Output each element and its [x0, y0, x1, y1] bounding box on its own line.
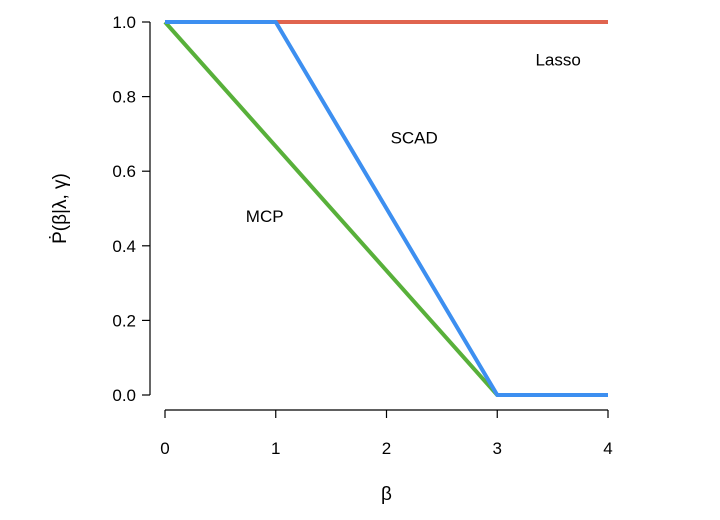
mcp-label: MCP: [246, 207, 284, 226]
y-tick-label: 0.0: [112, 386, 136, 405]
x-tick-label: 2: [382, 439, 391, 458]
y-tick-label: 1.0: [112, 13, 136, 32]
x-axis-title: β: [381, 484, 392, 505]
x-axis-ticks: 0 1 2 3 4: [160, 410, 613, 458]
y-tick-label: 0.8: [112, 88, 136, 107]
lasso-label: Lasso: [535, 50, 580, 69]
series-labels: Lasso MCP SCAD: [246, 50, 581, 226]
y-tick-label: 0.4: [112, 237, 136, 256]
series-lines: [163, 20, 608, 397]
y-axis-ticks: 0.0 0.2 0.4 0.6 0.8 1.0: [112, 13, 150, 405]
y-tick-label: 0.2: [112, 311, 136, 330]
x-tick-label: 4: [603, 439, 612, 458]
axes: 0 1 2 3 4 0.0 0.2 0.4 0.6 0.8 1.0: [112, 13, 612, 458]
scad-line: [165, 20, 608, 397]
x-tick-label: 0: [160, 439, 169, 458]
x-tick-label: 1: [271, 439, 280, 458]
y-axis-title: Ṗ(β|λ, γ): [50, 173, 71, 244]
x-tick-label: 3: [493, 439, 502, 458]
scad-label: SCAD: [391, 129, 438, 148]
y-tick-label: 0.6: [112, 162, 136, 181]
